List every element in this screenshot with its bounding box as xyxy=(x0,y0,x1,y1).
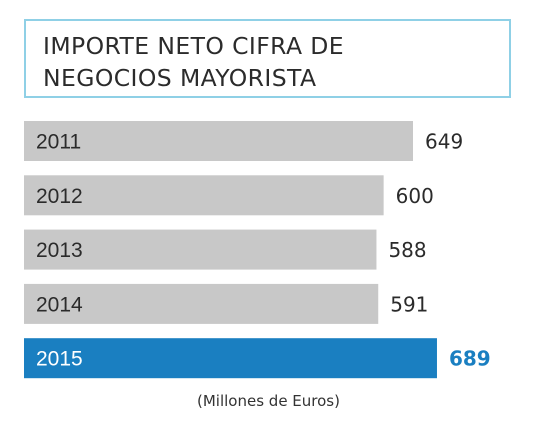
category-label-2014: 2014 xyxy=(36,293,83,316)
value-label-2011: 649 xyxy=(425,130,463,154)
chart-title-line-1: IMPORTE NETO CIFRA DE xyxy=(43,32,345,60)
category-label-2011: 2011 xyxy=(36,131,81,154)
bar-2012 xyxy=(24,175,384,216)
bar-2014 xyxy=(24,283,379,324)
bar-2013 xyxy=(24,229,377,270)
chart-title-box: IMPORTE NETO CIFRA DE NEGOCIOS MAYORISTA xyxy=(24,19,511,98)
chart-title-line-2: NEGOCIOS MAYORISTA xyxy=(43,64,317,92)
bar-2015 xyxy=(24,338,437,379)
bar-chart: 2011 649 2012 600 2013 588 2014 591 2015 689 xyxy=(24,121,491,379)
units-label: (Millones de Euros) xyxy=(197,392,340,410)
category-label-2012: 2012 xyxy=(36,185,83,208)
value-label-2013: 588 xyxy=(388,238,426,262)
value-label-2015: 689 xyxy=(449,347,491,371)
value-label-2012: 600 xyxy=(396,184,434,208)
category-label-2013: 2013 xyxy=(36,239,83,262)
value-label-2014: 591 xyxy=(390,292,428,316)
bar-2011 xyxy=(24,121,413,161)
category-label-2015: 2015 xyxy=(36,348,83,371)
